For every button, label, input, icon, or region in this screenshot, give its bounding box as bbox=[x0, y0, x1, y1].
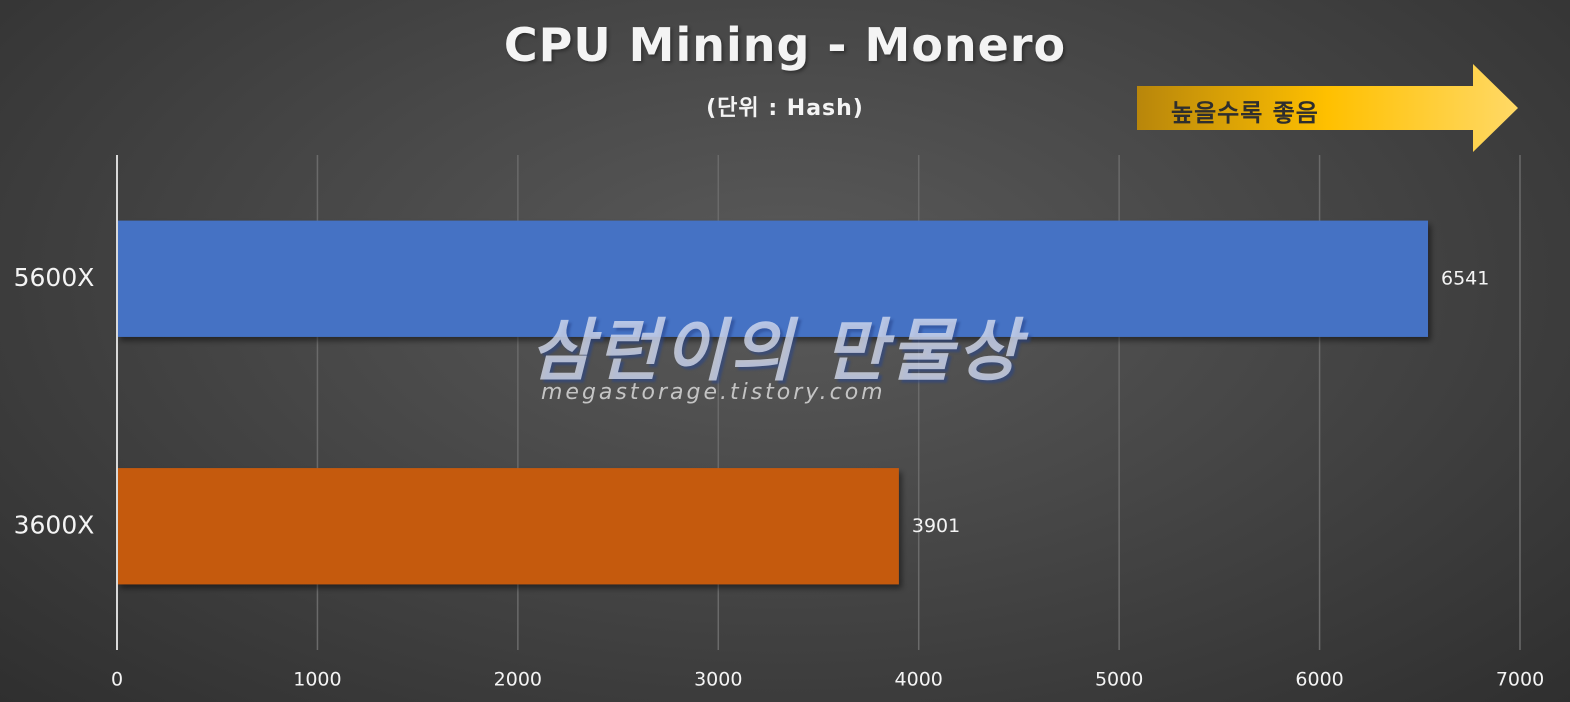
bar bbox=[117, 468, 899, 585]
y-category-label: 5600X bbox=[14, 263, 95, 292]
higher-is-better-arrow: 높을수록 좋음 bbox=[1137, 64, 1518, 152]
x-tick-label: 5000 bbox=[1095, 669, 1143, 691]
arrow-right-icon bbox=[1137, 64, 1518, 152]
higher-is-better-label: 높을수록 좋음 bbox=[1171, 99, 1319, 127]
chart-subtitle: (단위 : Hash) bbox=[706, 96, 864, 121]
watermark-text: 삼런이의 만물상 bbox=[530, 312, 1024, 391]
x-tick-label: 2000 bbox=[494, 669, 542, 691]
x-tick-label: 1000 bbox=[293, 669, 341, 691]
bar-value-label: 6541 bbox=[1441, 267, 1489, 289]
bar bbox=[117, 220, 1429, 337]
x-tick-label: 6000 bbox=[1295, 669, 1343, 691]
x-tick-label: 4000 bbox=[895, 669, 943, 691]
x-tick-label: 0 bbox=[111, 669, 123, 691]
x-tick-label: 3000 bbox=[694, 669, 742, 691]
x-tick-label: 7000 bbox=[1496, 669, 1544, 691]
bar-value-label: 3901 bbox=[912, 515, 960, 537]
chart-title: CPU Mining - Monero bbox=[503, 18, 1067, 72]
y-category-label: 3600X bbox=[14, 510, 95, 539]
watermark-url: megastorage.tistory.com bbox=[541, 380, 886, 405]
